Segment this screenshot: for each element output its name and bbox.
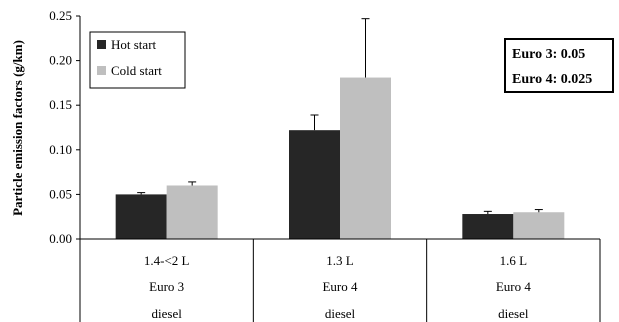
bar-cold-start bbox=[166, 185, 218, 239]
legend-label-cold-start: Cold start bbox=[111, 63, 162, 78]
y-tick-label: 0.00 bbox=[49, 231, 72, 246]
axes bbox=[79, 16, 601, 322]
category-label: diesel bbox=[498, 306, 529, 321]
annotation-euro4: Euro 4: 0.025 bbox=[512, 72, 592, 87]
bar-hot-start bbox=[462, 214, 514, 239]
category-labels: 1.4-<2 L Euro 3 diesel 1.3 L Euro 4 diesel 1.6… bbox=[144, 253, 531, 321]
bars bbox=[115, 18, 565, 239]
bar-hot-start bbox=[115, 194, 167, 239]
category-label: 1.4-<2 L bbox=[144, 253, 190, 268]
legend-label-hot-start: Hot start bbox=[111, 37, 157, 52]
y-tick-label: 0.20 bbox=[49, 53, 72, 68]
category-label: Euro 3 bbox=[149, 279, 184, 294]
bar-cold-start bbox=[340, 77, 391, 239]
category-label: diesel bbox=[325, 306, 356, 321]
y-axis: 0.00 0.05 0.10 0.15 0.20 0.25 bbox=[49, 8, 80, 246]
y-tick-label: 0.10 bbox=[49, 142, 72, 157]
annotation-euro3: Euro 3: 0.05 bbox=[512, 47, 585, 62]
y-tick-label: 0.05 bbox=[49, 186, 72, 201]
category-label: Euro 4 bbox=[322, 279, 358, 294]
limit-annotation: Euro 3: 0.05 Euro 4: 0.025 bbox=[504, 38, 614, 93]
y-tick-label: 0.25 bbox=[49, 8, 72, 23]
bar-cold-start bbox=[513, 212, 565, 239]
legend: Hot start Cold start bbox=[89, 31, 186, 89]
category-label: 1.6 L bbox=[500, 253, 528, 268]
category-label: 1.3 L bbox=[326, 253, 354, 268]
bar-hot-start bbox=[289, 130, 340, 239]
y-tick-label: 0.15 bbox=[49, 97, 72, 112]
category-label: Euro 4 bbox=[496, 279, 532, 294]
annotation-box bbox=[504, 38, 614, 93]
legend-swatch-cold-start bbox=[97, 66, 106, 75]
category-label: diesel bbox=[152, 306, 183, 321]
legend-swatch-hot-start bbox=[97, 40, 106, 49]
y-axis-label: Particle emission factors (g/km) bbox=[10, 40, 25, 216]
